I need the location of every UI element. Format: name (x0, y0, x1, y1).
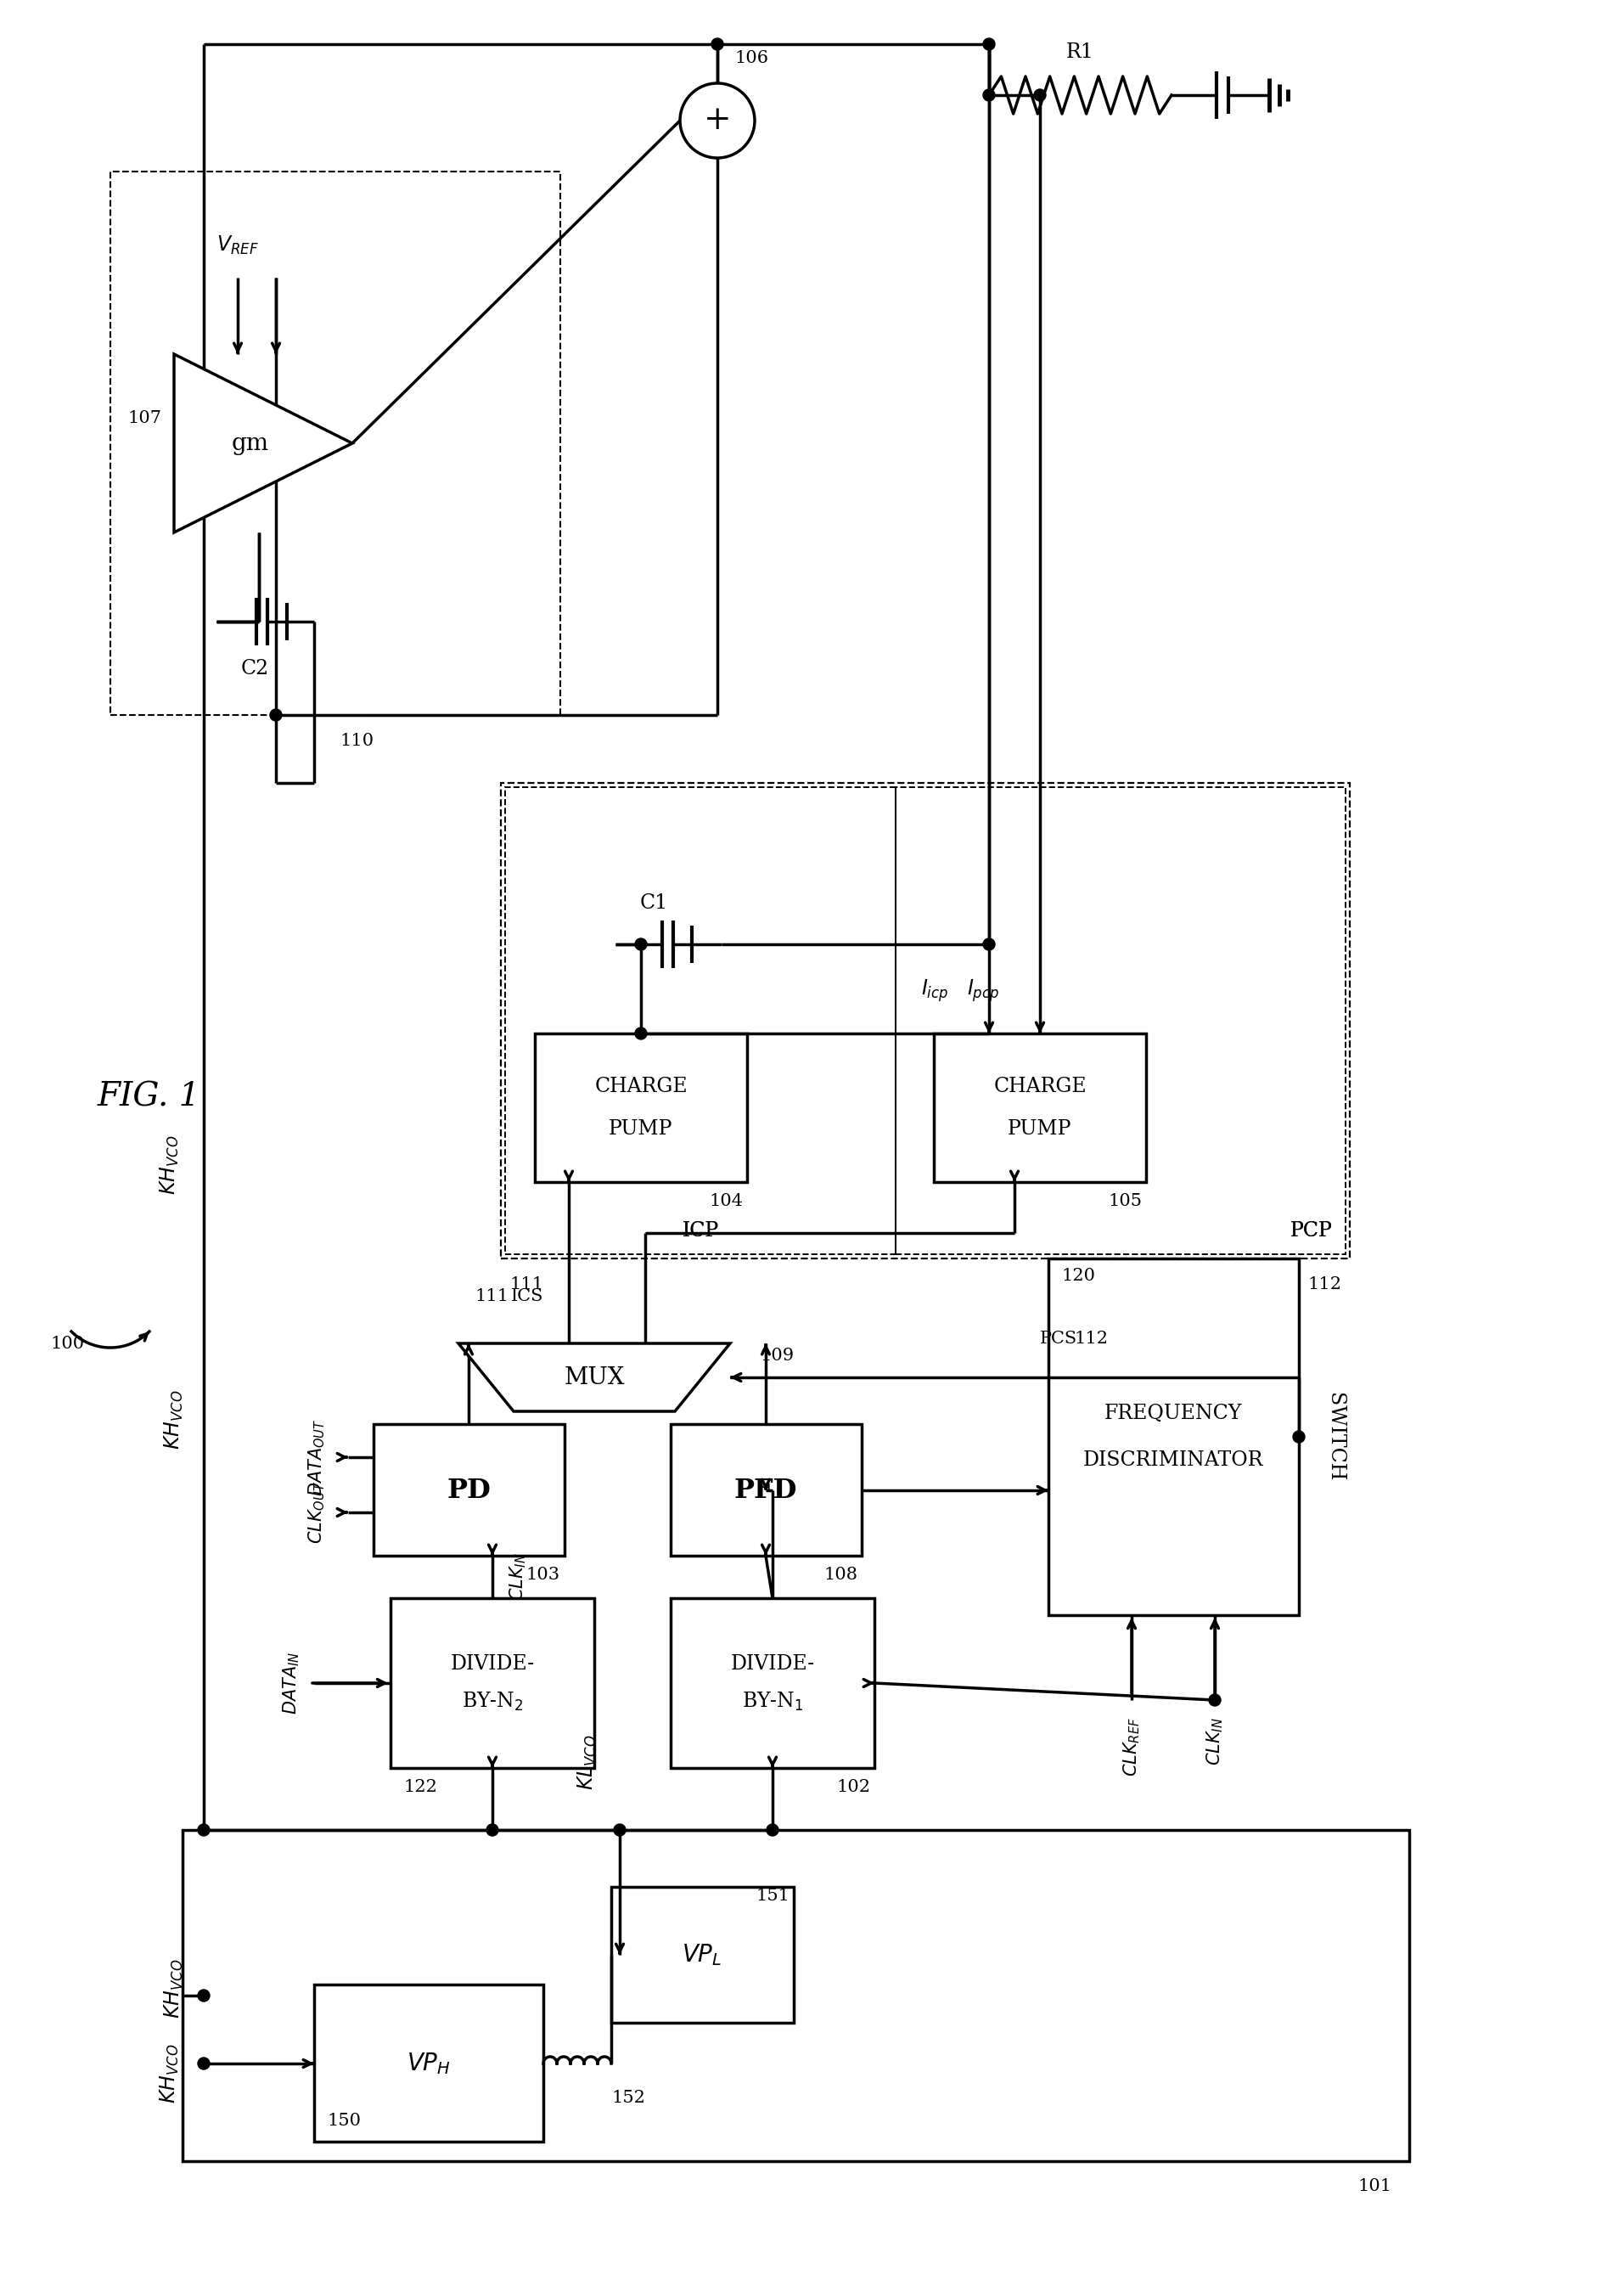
Text: 108: 108 (823, 1566, 857, 1581)
Circle shape (270, 708, 283, 722)
Text: 150: 150 (326, 2112, 361, 2128)
Text: PUMP: PUMP (609, 1119, 672, 1139)
Text: PCS: PCS (1039, 1332, 1077, 1348)
Circle shape (680, 84, 755, 159)
Circle shape (487, 1824, 499, 1836)
Text: 111: 111 (476, 1289, 510, 1305)
Text: 111: 111 (510, 1275, 544, 1291)
Text: BY-N$_1$: BY-N$_1$ (742, 1690, 804, 1713)
Bar (182, 1831, 1410, 2160)
Text: 106: 106 (734, 50, 768, 66)
Text: ICP: ICP (682, 1221, 719, 1241)
Text: $CLK_{IN}$: $CLK_{IN}$ (1205, 1718, 1224, 1765)
Text: ICP: ICP (682, 1221, 719, 1241)
Text: $CLK_{IN}$: $CLK_{IN}$ (508, 1552, 528, 1602)
Text: $VP_L$: $VP_L$ (682, 1942, 723, 1967)
Bar (534, 1032, 747, 1182)
Text: MUX: MUX (564, 1366, 625, 1389)
Text: DISCRIMINATOR: DISCRIMINATOR (1083, 1450, 1263, 1470)
Text: $DATA_{OUT}$: $DATA_{OUT}$ (307, 1418, 326, 1495)
Bar (313, 1985, 544, 2142)
Text: R1: R1 (1065, 43, 1095, 64)
Polygon shape (458, 1343, 731, 1411)
Text: $V_{REF}$: $V_{REF}$ (216, 234, 258, 256)
Bar (110, 172, 560, 715)
Text: SWITCH: SWITCH (1325, 1393, 1345, 1482)
Circle shape (198, 1990, 209, 2001)
Text: CHARGE: CHARGE (994, 1078, 1086, 1096)
Text: 101: 101 (1358, 2178, 1392, 2194)
Circle shape (711, 39, 723, 50)
Text: 151: 151 (755, 1888, 789, 1904)
Text: 112: 112 (1073, 1332, 1108, 1348)
Text: PD: PD (447, 1477, 490, 1504)
Text: FIG. 1: FIG. 1 (97, 1082, 200, 1112)
Text: PCP: PCP (1291, 1221, 1333, 1241)
Text: 103: 103 (526, 1566, 560, 1581)
Text: $KH_{VCO}$: $KH_{VCO}$ (159, 2044, 180, 2103)
Text: $KL_{VCO}$: $KL_{VCO}$ (577, 1734, 599, 1790)
Text: $KH_{VCO}$: $KH_{VCO}$ (162, 1391, 185, 1450)
Text: ICS: ICS (510, 1289, 544, 1305)
Text: $DATA_{IN}$: $DATA_{IN}$ (281, 1652, 302, 1715)
Text: 104: 104 (708, 1193, 742, 1209)
Bar (505, 787, 895, 1255)
Text: 107: 107 (127, 411, 161, 427)
Text: DIVIDE-: DIVIDE- (450, 1654, 534, 1675)
Text: 120: 120 (1060, 1268, 1095, 1284)
Text: DIVIDE-: DIVIDE- (731, 1654, 815, 1675)
Text: +: + (703, 104, 731, 136)
Text: 152: 152 (611, 2090, 645, 2106)
Text: $I_{icp}$: $I_{icp}$ (921, 978, 948, 1003)
Text: $CLK_{REF}$: $CLK_{REF}$ (1122, 1718, 1142, 1777)
Text: 105: 105 (1108, 1193, 1142, 1209)
Text: 102: 102 (836, 1779, 870, 1795)
Bar (934, 1032, 1147, 1182)
Text: $VP_H$: $VP_H$ (406, 2051, 451, 2076)
Bar (671, 1597, 874, 1768)
Circle shape (767, 1824, 778, 1836)
Text: PCP: PCP (1291, 1221, 1333, 1241)
Text: CHARGE: CHARGE (594, 1078, 687, 1096)
Circle shape (198, 2058, 209, 2069)
Bar (1049, 1259, 1299, 1616)
Bar (390, 1597, 594, 1768)
Circle shape (983, 39, 996, 50)
Circle shape (1293, 1432, 1304, 1443)
Circle shape (1034, 88, 1046, 102)
Text: 100: 100 (50, 1336, 84, 1352)
Bar (611, 1888, 794, 2022)
Text: PUMP: PUMP (1009, 1119, 1072, 1139)
Text: 110: 110 (339, 733, 374, 749)
Text: C2: C2 (240, 658, 270, 678)
Text: $I_{pcp}$: $I_{pcp}$ (966, 978, 999, 1003)
Bar (671, 1425, 862, 1557)
Bar (374, 1425, 565, 1557)
Circle shape (635, 1028, 646, 1039)
Circle shape (635, 939, 646, 951)
Text: PFD: PFD (734, 1477, 797, 1504)
Text: $CLK_{OUT}$: $CLK_{OUT}$ (307, 1482, 326, 1543)
Text: 122: 122 (403, 1779, 437, 1795)
Circle shape (983, 939, 996, 951)
Text: gm: gm (232, 431, 270, 454)
Circle shape (198, 1824, 209, 1836)
Bar (500, 783, 1350, 1259)
Text: 112: 112 (1307, 1275, 1341, 1291)
Polygon shape (174, 354, 352, 533)
Text: BY-N$_2$: BY-N$_2$ (461, 1690, 523, 1713)
Text: $KH_{VCO}$: $KH_{VCO}$ (159, 1134, 180, 1196)
Bar (895, 787, 1346, 1255)
Circle shape (614, 1824, 625, 1836)
Text: $KH_{VCO}$: $KH_{VCO}$ (162, 1958, 185, 2019)
Text: FREQUENCY: FREQUENCY (1104, 1402, 1242, 1423)
Circle shape (1208, 1695, 1221, 1706)
Text: C1: C1 (640, 894, 667, 914)
Text: 109: 109 (760, 1348, 794, 1364)
Circle shape (983, 88, 996, 102)
